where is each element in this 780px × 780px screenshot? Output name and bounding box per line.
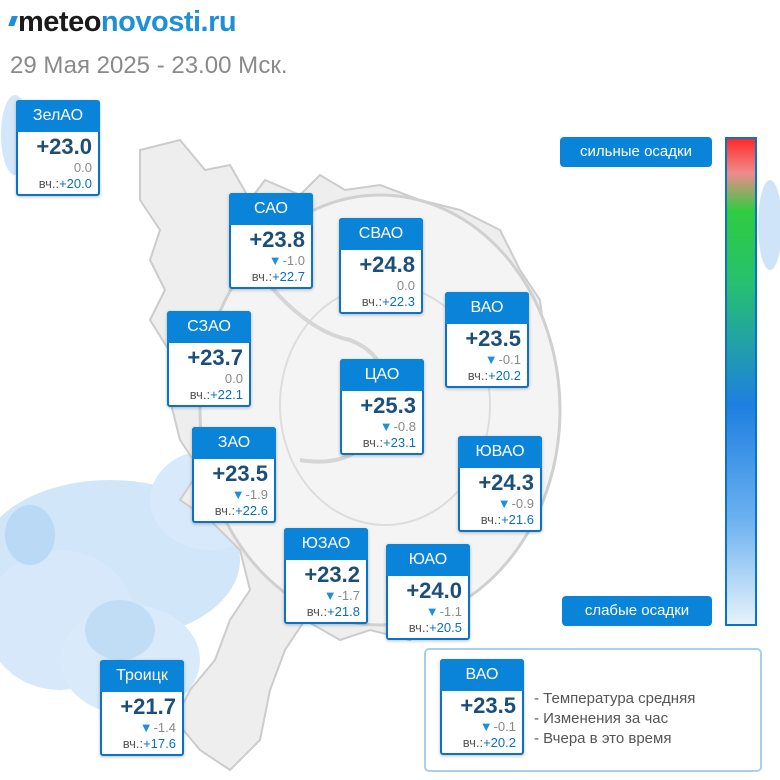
brand-text-part1: meteo xyxy=(18,6,101,38)
hourly-change: ▼-1.1 xyxy=(425,604,462,619)
hourly-change: ▼-1.9 xyxy=(231,487,268,502)
yesterday-value: вч.:+22.7 xyxy=(251,269,305,284)
temperature-value: +23.5 xyxy=(460,693,516,718)
district-card-yuvao: ЮВАО +24.3 ▼-0.9 вч.:+21.6 xyxy=(458,436,542,532)
district-name: ВАО xyxy=(440,659,524,691)
weak-precip-label: слабые осадки xyxy=(562,596,712,626)
trend-down-icon: ▼ xyxy=(139,720,153,735)
key-line-change: - Изменения за час xyxy=(534,710,669,727)
district-name: ЗелАО xyxy=(16,100,100,132)
trend-down-icon: ▼ xyxy=(323,588,337,603)
key-example-card: ВАО +23.5 ▼-0.1 вч.:+20.2 xyxy=(440,659,524,755)
yesterday-value: вч.:+20.5 xyxy=(408,620,462,635)
trend-down-icon: ▼ xyxy=(497,496,511,511)
brand-logo: meteonovosti.ru xyxy=(8,6,237,39)
trend-down-icon: ▼ xyxy=(268,253,282,268)
temperature-value: +23.5 xyxy=(212,461,268,486)
strong-precip-label: сильные осадки xyxy=(560,137,712,167)
hourly-change: ▼-0.1 xyxy=(479,719,516,734)
key-line-temperature: - Температура средняя xyxy=(534,690,696,707)
hourly-change: ▼-0.1 xyxy=(484,352,521,367)
yesterday-value: вч.:+20.2 xyxy=(467,368,521,383)
temperature-value: +23.7 xyxy=(187,345,243,370)
district-name: ЮЗАО xyxy=(284,528,368,560)
district-name: СЗАО xyxy=(167,311,251,343)
temperature-value: +24.3 xyxy=(478,470,534,495)
temperature-value: +23.5 xyxy=(465,326,521,351)
district-name: ЦАО xyxy=(340,359,424,391)
district-name: ЗАО xyxy=(192,427,276,459)
precipitation-color-scale xyxy=(725,137,757,626)
yesterday-value: вч.:+22.3 xyxy=(361,294,415,309)
hourly-change: ▼-1.7 xyxy=(323,588,360,603)
temperature-value: +24.8 xyxy=(359,252,415,277)
temperature-value: +25.3 xyxy=(360,393,416,418)
district-card-svao: СВАО +24.8 0.0 вч.:+22.3 xyxy=(339,218,423,314)
district-card-cao: ЦАО +25.3 ▼-0.8 вч.:+23.1 xyxy=(340,359,424,455)
hourly-change: ▼-0.8 xyxy=(379,419,416,434)
district-card-szao: СЗАО +23.7 0.0 вч.:+22.1 xyxy=(167,311,251,407)
hourly-change: 0.0 xyxy=(73,160,92,175)
district-name: ЮВАО xyxy=(458,436,542,468)
district-name: ВАО xyxy=(445,292,529,324)
temperature-value: +24.0 xyxy=(406,578,462,603)
district-name: СВАО xyxy=(339,218,423,250)
hourly-change: ▼-1.0 xyxy=(268,253,305,268)
district-card-yuao: ЮАО +24.0 ▼-1.1 вч.:+20.5 xyxy=(386,544,470,640)
temperature-value: +21.7 xyxy=(120,694,176,719)
hourly-change: ▼-0.9 xyxy=(497,496,534,511)
hourly-change: 0.0 xyxy=(224,371,243,386)
yesterday-value: вч.:+17.6 xyxy=(122,736,176,751)
temperature-value: +23.8 xyxy=(249,227,305,252)
brand-mark-icon xyxy=(8,16,18,27)
yesterday-value: вч.:+20.0 xyxy=(38,176,92,191)
key-descriptions: - Температура средняя - Изменения за час… xyxy=(534,689,695,749)
yesterday-value: вч.:+21.8 xyxy=(306,604,360,619)
yesterday-value: вч.:+23.1 xyxy=(362,435,416,450)
trend-down-icon: ▼ xyxy=(379,419,393,434)
temperature-value: +23.2 xyxy=(304,562,360,587)
district-card-zelao: ЗелАО +23.0 0.0 вч.:+20.0 xyxy=(16,100,100,196)
trend-down-icon: ▼ xyxy=(425,604,439,619)
trend-down-icon: ▼ xyxy=(231,487,245,502)
yesterday-value: вч.:+21.6 xyxy=(480,512,534,527)
trend-down-icon: ▼ xyxy=(484,352,498,367)
district-card-yuzao: ЮЗАО +23.2 ▼-1.7 вч.:+21.8 xyxy=(284,528,368,624)
trend-down-icon: ▼ xyxy=(479,719,493,734)
yesterday-value: вч.:+22.1 xyxy=(189,387,243,402)
district-name: САО xyxy=(229,193,313,225)
district-card-sao: САО +23.8 ▼-1.0 вч.:+22.7 xyxy=(229,193,313,289)
brand-text-part2: novosti.ru xyxy=(100,6,237,38)
temperature-value: +23.0 xyxy=(36,134,92,159)
yesterday-value: вч.:+22.6 xyxy=(214,503,268,518)
hourly-change: 0.0 xyxy=(396,278,415,293)
yesterday-value: вч.:+20.2 xyxy=(462,735,516,750)
district-name: ЮАО xyxy=(386,544,470,576)
timestamp-subtitle: 29 Мая 2025 - 23.00 Мск. xyxy=(10,52,288,79)
district-card-troitsk: Троицк +21.7 ▼-1.4 вч.:+17.6 xyxy=(100,660,184,756)
district-card-zao: ЗАО +23.5 ▼-1.9 вч.:+22.6 xyxy=(192,427,276,523)
hourly-change: ▼-1.4 xyxy=(139,720,176,735)
district-card-vao: ВАО +23.5 ▼-0.1 вч.:+20.2 xyxy=(445,292,529,388)
key-line-yesterday: - Вчера в это время xyxy=(534,730,672,747)
district-name: Троицк xyxy=(100,660,184,692)
